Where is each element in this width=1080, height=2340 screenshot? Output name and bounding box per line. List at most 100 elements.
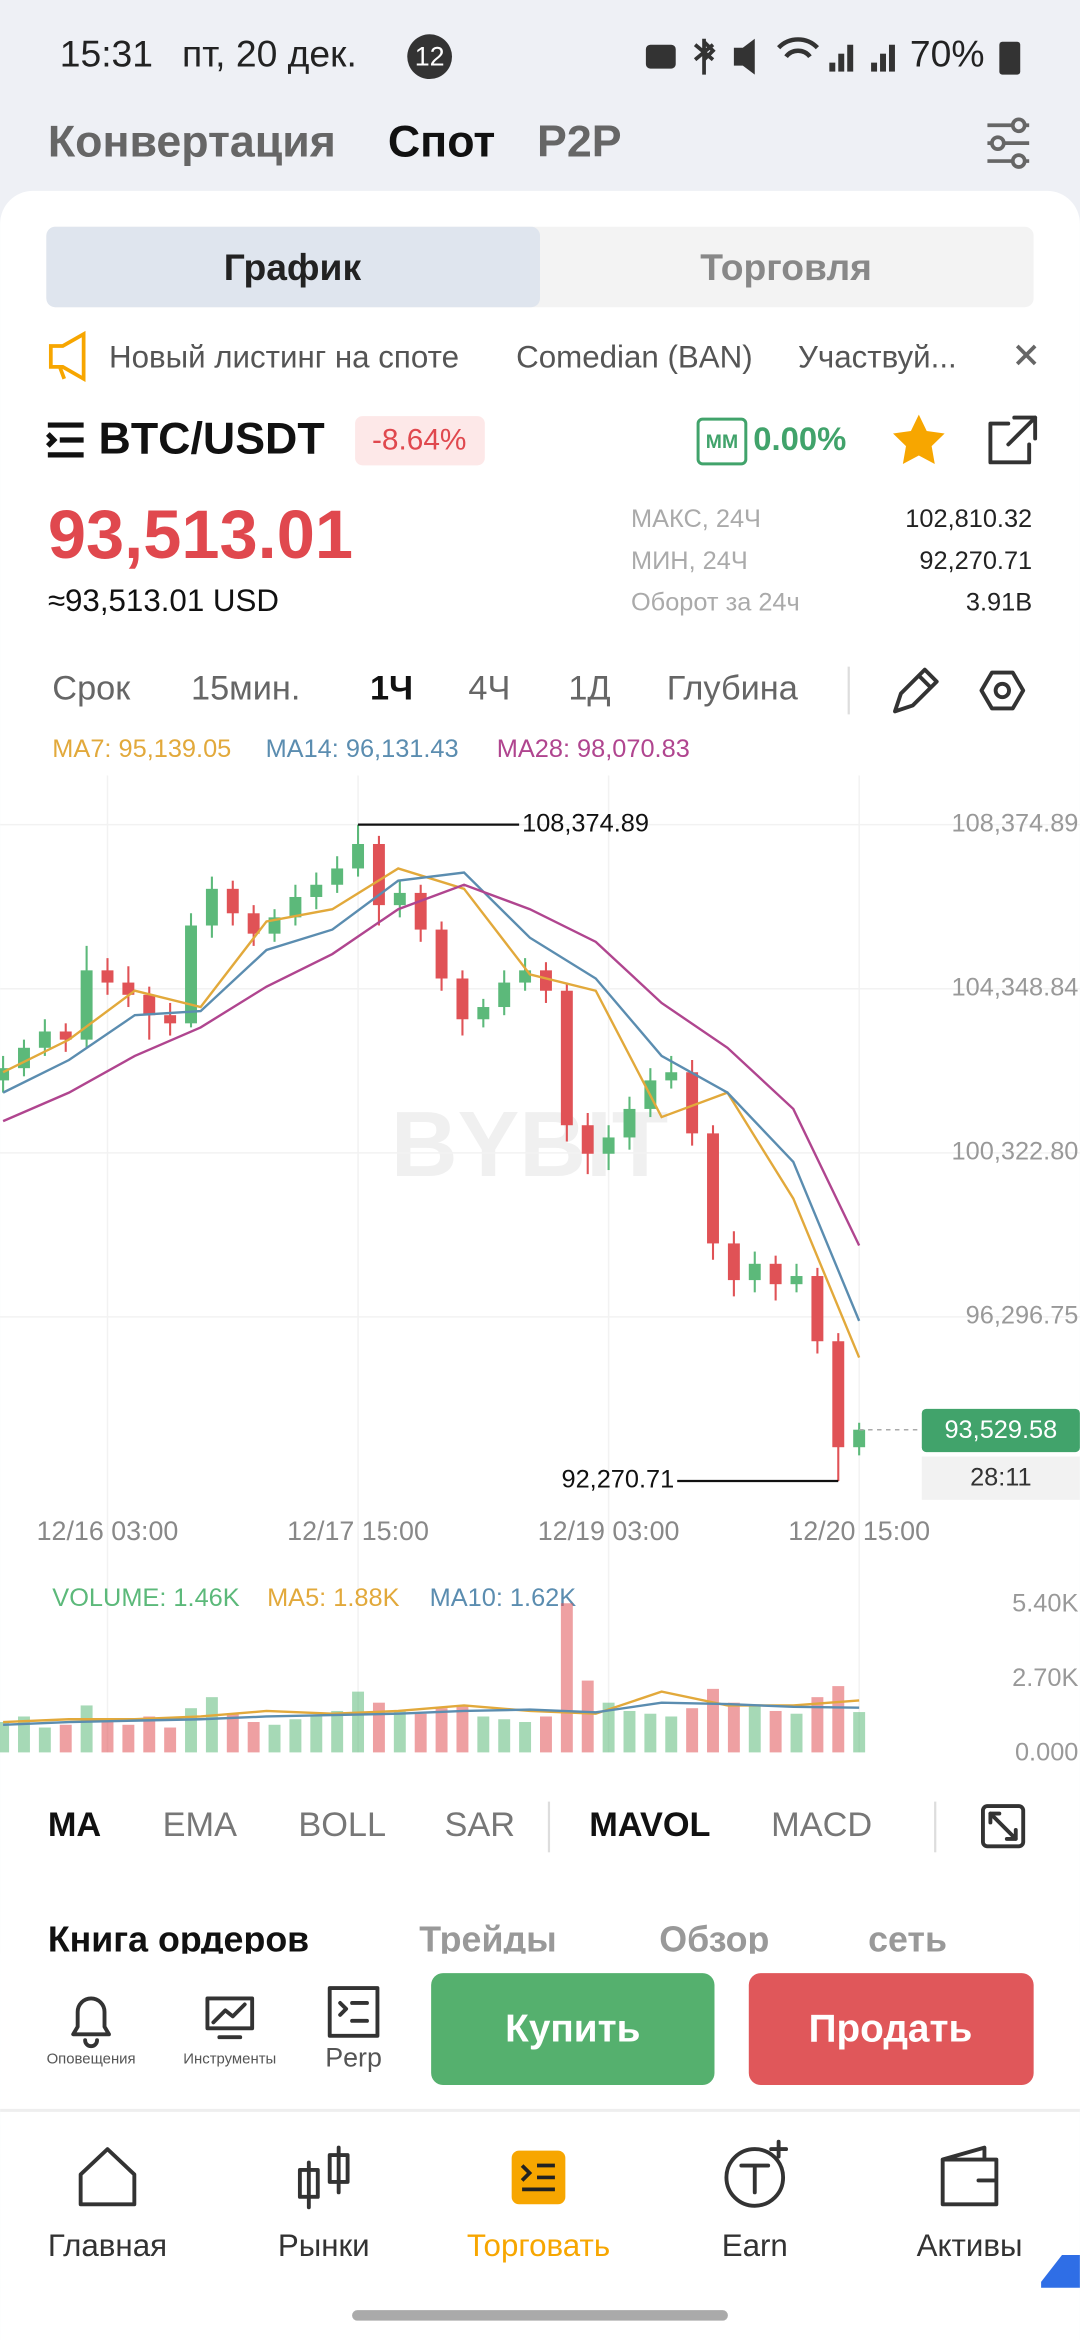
candle-body bbox=[456, 978, 469, 1020]
annotation-label: 108,374.89 bbox=[522, 809, 649, 837]
home-icon[interactable] bbox=[78, 2147, 137, 2207]
stat-label: МИН, 24Ч bbox=[631, 547, 748, 575]
nav-label[interactable]: Рынки bbox=[278, 2228, 370, 2263]
interval[interactable]: 4Ч bbox=[468, 670, 510, 708]
candle-body bbox=[143, 994, 156, 1016]
interval-active[interactable]: 1Ч bbox=[370, 670, 413, 708]
volume-bar bbox=[185, 1708, 197, 1753]
ma-line bbox=[3, 1701, 860, 1726]
mm-box[interactable] bbox=[696, 417, 748, 466]
book-tab[interactable]: Трейды bbox=[419, 1919, 557, 1959]
pair-name[interactable]: BTC/USDT bbox=[99, 413, 325, 463]
book-tab-active[interactable]: Книга ордеров bbox=[48, 1919, 309, 1959]
indicator[interactable]: SAR bbox=[445, 1806, 516, 1844]
tool-label[interactable]: Оповещения bbox=[47, 2052, 136, 2068]
markets-icon[interactable] bbox=[297, 2145, 350, 2210]
sell-label[interactable]: Продать bbox=[809, 2008, 973, 2051]
favorite-icon[interactable] bbox=[893, 414, 945, 464]
tools-icon[interactable] bbox=[205, 1996, 255, 2040]
assets-icon[interactable] bbox=[940, 2145, 999, 2207]
interval[interactable]: 1Д bbox=[568, 670, 610, 708]
toggle-chart[interactable]: График bbox=[224, 246, 362, 288]
volume-bar bbox=[247, 1722, 260, 1753]
toggle-trade[interactable]: Торговля bbox=[700, 246, 872, 288]
close-icon[interactable] bbox=[1015, 344, 1037, 366]
candle-body bbox=[790, 1276, 803, 1285]
expand-icon[interactable] bbox=[981, 1804, 1026, 1849]
volume-bar bbox=[748, 1705, 761, 1753]
indicator-active[interactable]: MA bbox=[48, 1806, 101, 1844]
nav-label[interactable]: Активы bbox=[917, 2228, 1023, 2263]
book-tab[interactable]: сеть bbox=[868, 1919, 947, 1959]
draw-icon[interactable] bbox=[893, 667, 939, 714]
share-icon[interactable] bbox=[988, 415, 1038, 465]
legend-value: 1.46K bbox=[173, 1583, 239, 1611]
volume-bar bbox=[310, 1716, 323, 1753]
legend-entry: MA14: 96,131.43 bbox=[266, 735, 459, 763]
settings-hex[interactable] bbox=[979, 670, 1026, 711]
tool-label[interactable]: Perp bbox=[325, 2043, 382, 2073]
mm-value[interactable]: 0.00% bbox=[753, 420, 846, 457]
y-tick-label: 108,374.89 bbox=[952, 809, 1079, 837]
nav-label[interactable]: Главная bbox=[48, 2228, 167, 2263]
volume-chart: VOLUME: 1.46K MA5: 1.88K MA10: 1.62K 5.40K 2… bbox=[0, 1583, 1078, 1767]
y-tick-label: 96,296.75 bbox=[966, 1302, 1079, 1330]
banner-action[interactable]: Участвуй... bbox=[798, 340, 957, 375]
notification-badge bbox=[407, 34, 453, 80]
volume-bar bbox=[268, 1724, 281, 1753]
candle-body bbox=[101, 970, 114, 983]
legend-entry: VOLUME: 1.46K bbox=[52, 1583, 239, 1611]
volume-bar bbox=[560, 1603, 573, 1753]
mm-label[interactable]: MM bbox=[706, 431, 738, 453]
battery: 70% bbox=[910, 33, 985, 75]
candle-body bbox=[435, 929, 448, 979]
sell-button[interactable] bbox=[748, 1973, 1034, 2085]
pair-icon[interactable] bbox=[45, 422, 84, 458]
perp-icon[interactable] bbox=[327, 1986, 380, 2038]
legend-entry: MA10: 1.62K bbox=[430, 1583, 577, 1611]
banner-text[interactable]: Новый листинг на споте bbox=[109, 340, 459, 375]
alert-icon[interactable] bbox=[71, 1996, 111, 2049]
y-tick-label: 5.40K bbox=[1012, 1589, 1078, 1617]
indicator-active[interactable]: MAVOL bbox=[589, 1806, 710, 1844]
candle-body bbox=[811, 1276, 824, 1342]
candle-body bbox=[247, 913, 260, 934]
candle-body bbox=[0, 1068, 10, 1081]
volume-bar bbox=[122, 1724, 135, 1753]
candle-body bbox=[393, 892, 406, 906]
nav-label-active[interactable]: Торговать bbox=[467, 2228, 610, 2263]
interval[interactable]: Глубина bbox=[667, 670, 799, 708]
candle-body bbox=[414, 892, 427, 930]
interval[interactable]: 15мин. bbox=[191, 670, 300, 708]
tab-active[interactable]: Спот bbox=[388, 116, 495, 166]
settings-icon[interactable] bbox=[987, 117, 1030, 169]
legend-value: 98,070.83 bbox=[577, 735, 690, 763]
legend-label: MA14: bbox=[266, 735, 339, 763]
change-badge bbox=[355, 416, 485, 466]
earn-icon[interactable] bbox=[724, 2147, 786, 2208]
indicator[interactable]: MACD bbox=[771, 1806, 872, 1844]
ma-legend: MA7: 95,139.05 MA14: 96,131.43 MA28: 98,07… bbox=[52, 735, 689, 763]
interval[interactable]: Срок bbox=[52, 670, 131, 708]
volume-bar bbox=[707, 1688, 719, 1753]
volume-bar bbox=[226, 1713, 239, 1753]
indicator[interactable]: EMA bbox=[163, 1806, 237, 1844]
price-chart: BYBIT 108,374.89 104,348.84 100,322.80 96,29… bbox=[0, 775, 1080, 1753]
card bbox=[0, 190, 1080, 2340]
buy-button[interactable] bbox=[431, 1973, 715, 2085]
legend-entry: MA28: 98,070.83 bbox=[497, 735, 690, 763]
buy-label[interactable]: Купить bbox=[505, 2008, 640, 2051]
y-tick-label: 104,348.84 bbox=[952, 973, 1079, 1001]
volume-bar bbox=[59, 1724, 72, 1753]
tool-label[interactable]: Инструменты bbox=[183, 2052, 276, 2068]
tab[interactable]: P2P bbox=[537, 116, 622, 166]
nav-label[interactable]: Earn bbox=[722, 2228, 788, 2263]
tab[interactable]: Конвертация bbox=[48, 116, 336, 166]
banner-coin[interactable]: Comedian (BAN) bbox=[516, 340, 753, 375]
candle-body bbox=[727, 1243, 740, 1281]
book-tab[interactable]: Обзор bbox=[659, 1919, 769, 1959]
volume-bar bbox=[477, 1716, 490, 1753]
candle-body bbox=[226, 888, 239, 914]
volume-bar bbox=[456, 1705, 469, 1753]
indicator[interactable]: BOLL bbox=[298, 1806, 386, 1844]
